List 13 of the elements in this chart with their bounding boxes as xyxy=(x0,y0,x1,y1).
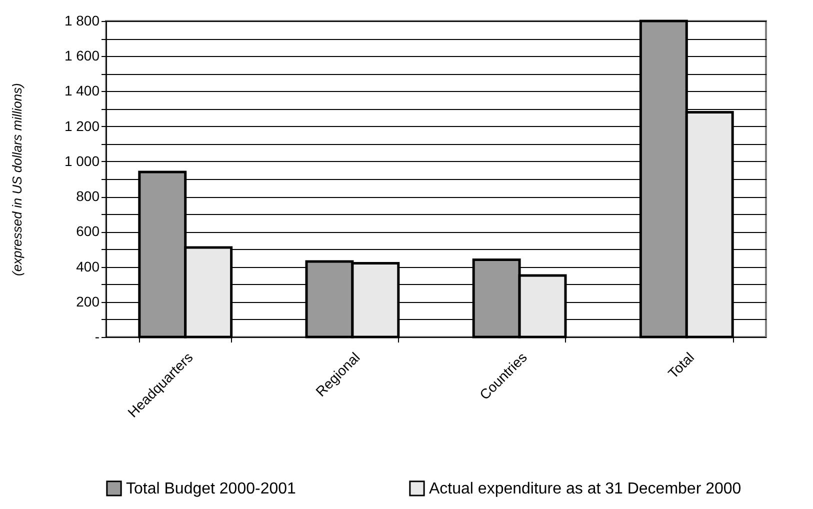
y-tick-label: - xyxy=(94,328,100,344)
y-tick-label: 200 xyxy=(76,293,100,310)
y-axis-title: (expressed in US dollars millions) xyxy=(9,83,24,276)
y-tick-label: 1 000 xyxy=(64,152,100,169)
y-tick-label: 1 600 xyxy=(64,48,100,64)
y-tick-label: 1 800 xyxy=(64,12,100,28)
y-tick-label: 1 200 xyxy=(64,118,100,134)
y-tick-label: 400 xyxy=(76,258,100,274)
legend-label: Actual expenditure as at 31 December 2000 xyxy=(429,480,742,498)
y-tick-label: 1 400 xyxy=(64,82,100,99)
legend-label: Total Budget 2000-2001 xyxy=(126,480,296,498)
y-tick-label: 800 xyxy=(76,188,100,204)
y-tick-label: 600 xyxy=(76,223,100,240)
